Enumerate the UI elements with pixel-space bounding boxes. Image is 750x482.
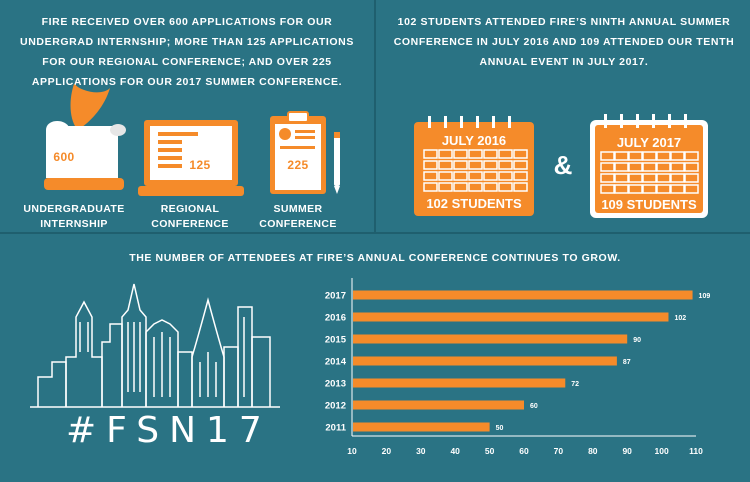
calendar-2017: JULY 2017 109 STUDENTS	[590, 114, 708, 218]
x-tick-60: 60	[519, 446, 529, 456]
x-tick-20: 20	[382, 446, 392, 456]
x-tick-110: 110	[689, 446, 703, 456]
vertical-divider	[374, 0, 376, 232]
data-label-2015: 90	[633, 337, 641, 344]
bar-2017	[353, 290, 693, 300]
x-tick-90: 90	[622, 446, 632, 456]
calendar-2016: JULY 2016 102 STUDENTS	[414, 116, 534, 216]
data-label-2016: 102	[674, 315, 686, 322]
internship-label: UNDERGRADUATE INTERNSHIP	[14, 202, 134, 232]
philadelphia-skyline-icon	[30, 283, 280, 408]
x-tick-100: 100	[655, 446, 669, 456]
data-label-2013: 72	[571, 381, 579, 388]
category-label-2011: 2011	[325, 423, 346, 434]
internship-label-line1: UNDERGRADUATE	[23, 203, 125, 215]
category-label-2013: 2013	[325, 379, 346, 390]
summer-value: 225	[287, 158, 309, 172]
laptop-icon	[138, 120, 244, 196]
calendar-2017-month: JULY 2017	[617, 135, 681, 150]
summer-label-line1: SUMMER	[273, 203, 323, 215]
summer-label: SUMMER CONFERENCE	[250, 202, 346, 232]
bar-2014	[353, 356, 617, 366]
data-label-2012: 60	[530, 403, 538, 410]
bar-2013	[353, 378, 566, 388]
category-label-2017: 2017	[325, 291, 346, 302]
x-tick-80: 80	[588, 446, 598, 456]
data-label-2014: 87	[623, 359, 631, 366]
clipboard-pen-icon	[270, 111, 340, 194]
x-tick-30: 30	[416, 446, 426, 456]
x-tick-50: 50	[485, 446, 495, 456]
category-label-2012: 2012	[325, 401, 346, 412]
x-tick-10: 10	[347, 446, 357, 456]
growth-heading: The number of attendees at FIRE’s annual…	[129, 252, 621, 264]
x-tick-70: 70	[554, 446, 564, 456]
data-label-2011: 50	[496, 425, 504, 432]
horizontal-divider	[0, 232, 750, 234]
attendance-summary-text: 102 students attended FIRE’s ninth annua…	[393, 16, 735, 68]
bar-2016	[353, 312, 669, 322]
category-label-2016: 2016	[325, 313, 346, 324]
x-tick-40: 40	[450, 446, 460, 456]
fsn17-logo-text: #FSN17	[66, 410, 272, 451]
bar-2011	[353, 422, 490, 432]
bar-2015	[353, 334, 628, 344]
calendar-2016-students: 102 STUDENTS	[426, 196, 522, 211]
bar-2012	[353, 400, 524, 410]
attendees-bar-chart: 2017 2016 2015 2014 2013 2012 2011 109 102 90 87 7…	[325, 278, 710, 456]
category-label-2015: 2015	[325, 335, 347, 346]
internship-value: 600	[53, 150, 75, 164]
regional-value: 125	[189, 158, 211, 172]
ampersand: &	[553, 150, 573, 180]
summer-label-line2: CONFERENCE	[259, 218, 337, 230]
internship-label-line2: INTERNSHIP	[40, 218, 108, 230]
regional-label: REGIONAL CONFERENCE	[151, 203, 229, 230]
applications-summary-text: FIRE received over 600 applications for …	[20, 16, 354, 88]
scroll-quill-icon	[44, 84, 126, 190]
data-label-2017: 109	[699, 293, 710, 300]
category-label-2014: 2014	[325, 357, 347, 368]
calendar-2017-students: 109 STUDENTS	[601, 197, 697, 212]
calendar-2016-month: JULY 2016	[442, 133, 506, 148]
